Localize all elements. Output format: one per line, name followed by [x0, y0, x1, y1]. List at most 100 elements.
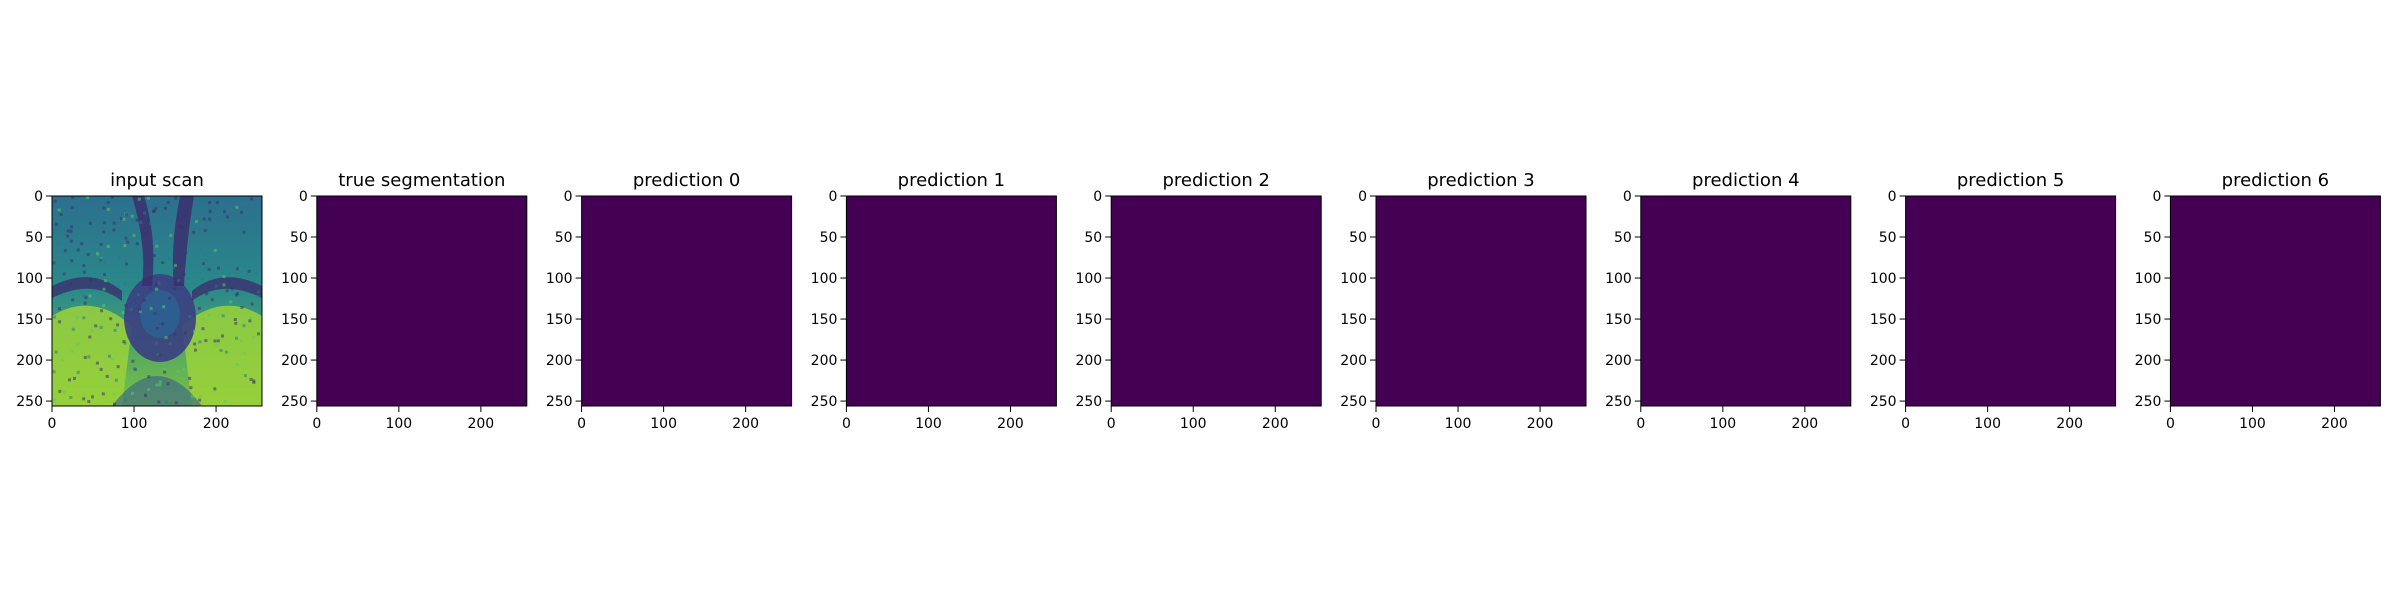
y-tick-label: 200: [1870, 353, 1897, 369]
scan-speckle: [158, 354, 162, 358]
y-tick-label: 0: [1093, 189, 1102, 205]
x-tick-label: 200: [997, 416, 1024, 432]
scan-speckle: [69, 239, 73, 243]
scan-speckle: [69, 282, 73, 286]
scan-speckle: [182, 214, 186, 218]
panel-3: prediction 1 0 100 200 0 50 100 150 200 250: [811, 170, 1057, 432]
scan-center-core: [140, 290, 180, 338]
y-tick-label: 50: [2144, 230, 2162, 246]
scan-speckle: [208, 209, 212, 213]
y-tick-label: 100: [1340, 271, 1367, 287]
x-tick-label: 200: [2321, 416, 2348, 432]
panel-7: prediction 5 0 100 200 0 50 100 150 200 250: [1870, 170, 2117, 432]
scan-speckle: [239, 210, 243, 214]
scan-speckle: [146, 196, 150, 200]
x-tick-label: 100: [2239, 416, 2266, 432]
scan-speckle: [188, 315, 192, 319]
y-tick-label: 0: [34, 189, 43, 205]
y-tick-label: 250: [1075, 394, 1102, 410]
scan-speckle: [132, 367, 136, 370]
x-tick-label: 0: [1901, 416, 1910, 432]
y-tick-label: 250: [16, 394, 43, 410]
scan-speckle: [116, 323, 120, 327]
segmentation-image: [316, 196, 527, 406]
scan-speckle: [70, 205, 74, 209]
x-tick-label: 0: [1107, 416, 1116, 432]
scan-speckle: [217, 266, 220, 270]
scan-speckle: [132, 234, 136, 238]
scan-speckle: [143, 211, 147, 215]
y-tick-label: 100: [546, 271, 573, 287]
scan-dark-band-right: [192, 277, 262, 301]
scan-speckle: [87, 355, 91, 359]
scan-speckle: [83, 301, 87, 305]
scan-speckle: [116, 285, 120, 288]
scan-speckle: [108, 354, 111, 358]
scan-speckle: [249, 377, 253, 381]
scan-speckle: [225, 289, 229, 293]
y-tick-label: 50: [1614, 230, 1632, 246]
scan-speckle: [198, 340, 202, 344]
scan-speckle: [226, 215, 230, 219]
scan-speckle: [70, 259, 74, 263]
y-tick-label: 200: [1075, 353, 1102, 369]
scan-speckle: [222, 275, 226, 279]
y-tick-label: 100: [281, 271, 308, 287]
x-tick-label: 200: [467, 416, 494, 432]
scan-speckle: [172, 266, 175, 270]
scan-speckle: [66, 229, 70, 233]
scan-dark-stripe-right: [172, 196, 194, 286]
scan-speckle: [112, 221, 116, 225]
scan-speckle: [208, 217, 212, 221]
scan-speckle: [112, 228, 116, 232]
panel-8: prediction 6 0 100 200 0 50 100 150 200 250: [2135, 170, 2381, 432]
scan-speckle: [113, 328, 117, 332]
scan-speckle: [149, 221, 153, 225]
scan-speckle: [103, 273, 106, 276]
y-tick-label: 0: [564, 189, 573, 205]
scan-speckle: [235, 205, 239, 209]
scan-speckle: [110, 357, 114, 361]
scan-speckle: [173, 287, 177, 291]
y-tick-label: 0: [828, 189, 837, 205]
scan-speckle: [90, 329, 94, 333]
y-tick-label: 150: [16, 312, 43, 328]
axes-frame: [51, 195, 263, 407]
scan-speckle: [144, 231, 148, 235]
y-tick-label: 200: [16, 353, 43, 369]
y-tick-label: 150: [546, 312, 573, 328]
scan-speckle: [101, 392, 105, 396]
scan-speckle: [213, 387, 217, 391]
scan-speckle: [198, 395, 202, 399]
scan-speckle: [122, 217, 126, 221]
scan-speckle: [88, 294, 92, 298]
scan-speckle: [194, 348, 197, 352]
scan-speckle: [63, 249, 67, 253]
scan-speckle: [162, 305, 166, 309]
scan-speckle: [236, 363, 239, 366]
segmentation-image: [581, 196, 792, 406]
y-tick-label: 150: [1075, 312, 1102, 328]
scan-speckle: [121, 311, 125, 315]
scan-speckle: [82, 294, 86, 298]
scan-speckle: [57, 208, 61, 212]
x-tick-label: 200: [1791, 416, 1818, 432]
scan-speckle: [73, 376, 76, 380]
scan-speckle: [82, 270, 86, 274]
scan-speckle: [250, 197, 253, 201]
scan-speckle: [70, 349, 74, 353]
panel-5: prediction 3 0 100 200 0 50 100 150 200 250: [1340, 170, 1587, 432]
scan-speckle: [66, 234, 70, 238]
y-tick-label: 50: [555, 230, 573, 246]
segmentation-image: [1111, 196, 1322, 406]
scan-speckle: [59, 212, 63, 216]
panel-4: prediction 2 0 100 200 0 50 100 150 200 250: [1075, 170, 1322, 432]
scan-speckle: [153, 253, 156, 257]
x-tick-label: 100: [1180, 416, 1207, 432]
scan-speckle: [208, 201, 212, 205]
scan-speckle: [106, 208, 110, 211]
scan-speckle: [138, 308, 142, 312]
segmentation-image: [1905, 196, 2116, 406]
scan-speckle: [99, 258, 103, 262]
